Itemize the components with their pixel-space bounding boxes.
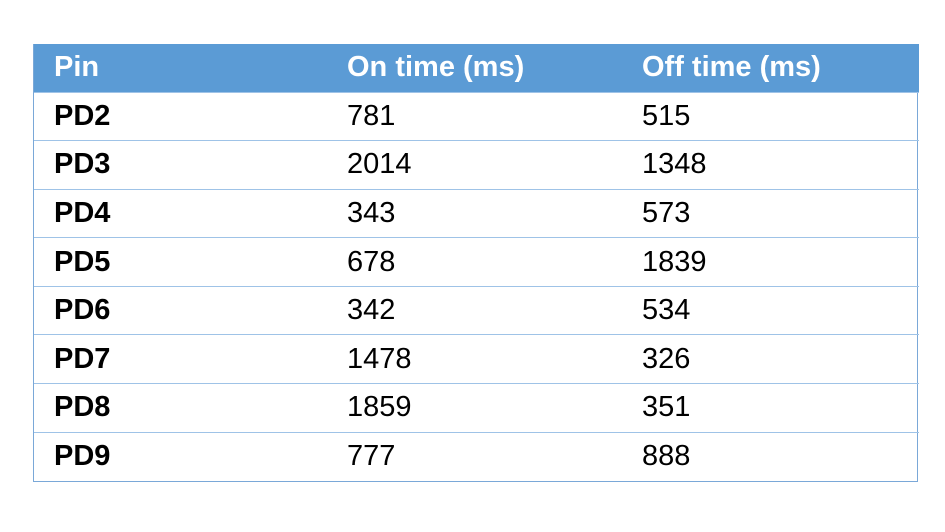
off-time-cell: 326 — [642, 342, 691, 375]
on-time-cell: 1478 — [347, 342, 412, 375]
on-time-cell: 1859 — [347, 391, 412, 424]
off-time-cell: 534 — [642, 294, 691, 327]
pin-cell: PD6 — [54, 294, 111, 327]
off-time-cell: 515 — [642, 99, 691, 132]
table-header: Pin On time (ms) Off time (ms) — [34, 44, 919, 92]
pin-cell: PD7 — [54, 342, 111, 375]
off-time-cell: 1839 — [642, 245, 707, 278]
off-time-cell: 888 — [642, 440, 691, 473]
pin-cell: PD5 — [54, 245, 111, 278]
header-off-time: Off time (ms) — [642, 51, 821, 84]
table-row: PD4 343 573 — [34, 189, 919, 238]
pin-cell: PD2 — [54, 99, 111, 132]
on-time-cell: 2014 — [347, 148, 412, 181]
table-row: PD2 781 515 — [34, 92, 919, 141]
table-row: PD5 678 1839 — [34, 237, 919, 287]
on-time-cell: 781 — [347, 99, 396, 132]
on-time-cell: 777 — [347, 440, 396, 473]
pin-cell: PD3 — [54, 148, 111, 181]
pin-cell: PD9 — [54, 440, 111, 473]
off-time-cell: 573 — [642, 196, 691, 229]
header-on-time: On time (ms) — [347, 51, 525, 84]
on-time-cell: 678 — [347, 245, 396, 278]
pin-timing-table-container: Pin On time (ms) Off time (ms) PD2 781 5… — [33, 44, 919, 482]
table-row: PD3 2014 1348 — [34, 140, 919, 190]
off-time-cell: 351 — [642, 391, 691, 424]
table-body: PD2 781 515 PD3 2014 1348 PD4 343 573 PD… — [34, 92, 919, 481]
table-row: PD8 1859 351 — [34, 383, 919, 433]
pin-cell: PD8 — [54, 391, 111, 424]
on-time-cell: 342 — [347, 294, 396, 327]
header-row: Pin On time (ms) Off time (ms) — [34, 44, 919, 92]
on-time-cell: 343 — [347, 196, 396, 229]
pin-cell: PD4 — [54, 196, 111, 229]
table-row: PD9 777 888 — [34, 432, 919, 481]
off-time-cell: 1348 — [642, 148, 707, 181]
table-row: PD6 342 534 — [34, 286, 919, 335]
table-row: PD7 1478 326 — [34, 334, 919, 384]
pin-timing-table: Pin On time (ms) Off time (ms) PD2 781 5… — [34, 44, 919, 481]
header-pin: Pin — [54, 51, 100, 84]
